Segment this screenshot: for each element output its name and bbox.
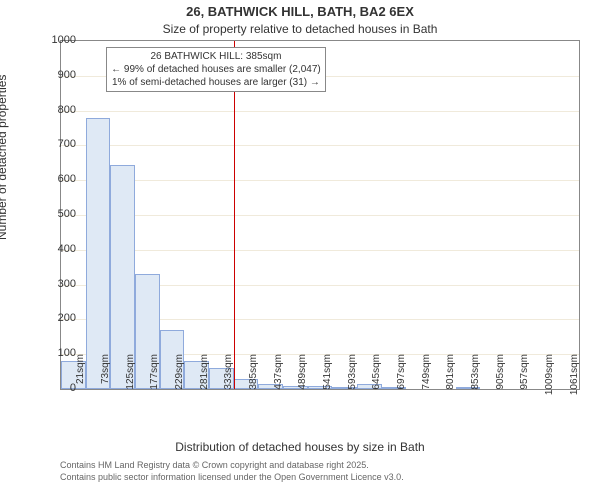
y-tick-label: 500 <box>36 208 76 220</box>
marker-line <box>234 41 235 389</box>
x-tick-label: 1009sqm <box>544 354 555 394</box>
x-tick-label: 801sqm <box>445 354 456 394</box>
y-tick-label: 200 <box>36 312 76 324</box>
x-tick-label: 437sqm <box>273 354 284 394</box>
x-tick-label: 593sqm <box>347 354 358 394</box>
footer-line2: Contains public sector information licen… <box>60 472 404 484</box>
histogram-bar <box>86 118 111 389</box>
x-tick-label: 125sqm <box>125 354 136 394</box>
x-tick-label: 385sqm <box>248 354 259 394</box>
chart-title: 26, BATHWICK HILL, BATH, BA2 6EX <box>0 4 600 19</box>
histogram-bars <box>61 41 579 389</box>
x-tick-label: 177sqm <box>149 354 160 394</box>
y-tick-label: 300 <box>36 278 76 290</box>
x-tick-label: 489sqm <box>297 354 308 394</box>
x-tick-label: 229sqm <box>174 354 185 394</box>
x-tick-label: 749sqm <box>421 354 432 394</box>
y-tick-label: 1000 <box>36 34 76 46</box>
y-tick-label: 0 <box>36 382 76 394</box>
x-tick-label: 281sqm <box>199 354 210 394</box>
x-tick-label: 905sqm <box>495 354 506 394</box>
y-tick-label: 700 <box>36 138 76 150</box>
footer-text: Contains HM Land Registry data © Crown c… <box>60 460 404 483</box>
annotation-line1: 26 BATHWICK HILL: 385sqm <box>111 50 321 63</box>
x-tick-label: 73sqm <box>100 354 111 394</box>
x-tick-label: 333sqm <box>223 354 234 394</box>
y-axis-label: Number of detached properties <box>0 75 9 240</box>
chart-container: 26, BATHWICK HILL, BATH, BA2 6EX Size of… <box>0 0 600 500</box>
chart-subtitle: Size of property relative to detached ho… <box>0 22 600 36</box>
y-tick-label: 900 <box>36 69 76 81</box>
y-tick-label: 600 <box>36 173 76 185</box>
x-tick-label: 541sqm <box>322 354 333 394</box>
y-tick-label: 100 <box>36 347 76 359</box>
x-tick-label: 853sqm <box>470 354 481 394</box>
annotation-line3: 1% of semi-detached houses are larger (3… <box>111 76 321 89</box>
plot-area: 26 BATHWICK HILL: 385sqm ← 99% of detach… <box>60 40 580 390</box>
y-tick-label: 400 <box>36 243 76 255</box>
x-tick-label: 21sqm <box>75 354 86 394</box>
x-tick-label: 957sqm <box>519 354 530 394</box>
footer-line1: Contains HM Land Registry data © Crown c… <box>60 460 404 472</box>
x-tick-label: 645sqm <box>371 354 382 394</box>
x-tick-label: 1061sqm <box>569 354 580 394</box>
annotation-line2: ← 99% of detached houses are smaller (2,… <box>111 63 321 76</box>
x-tick-label: 697sqm <box>396 354 407 394</box>
x-axis-label: Distribution of detached houses by size … <box>0 440 600 454</box>
annotation-box: 26 BATHWICK HILL: 385sqm ← 99% of detach… <box>106 47 326 92</box>
y-tick-label: 800 <box>36 104 76 116</box>
